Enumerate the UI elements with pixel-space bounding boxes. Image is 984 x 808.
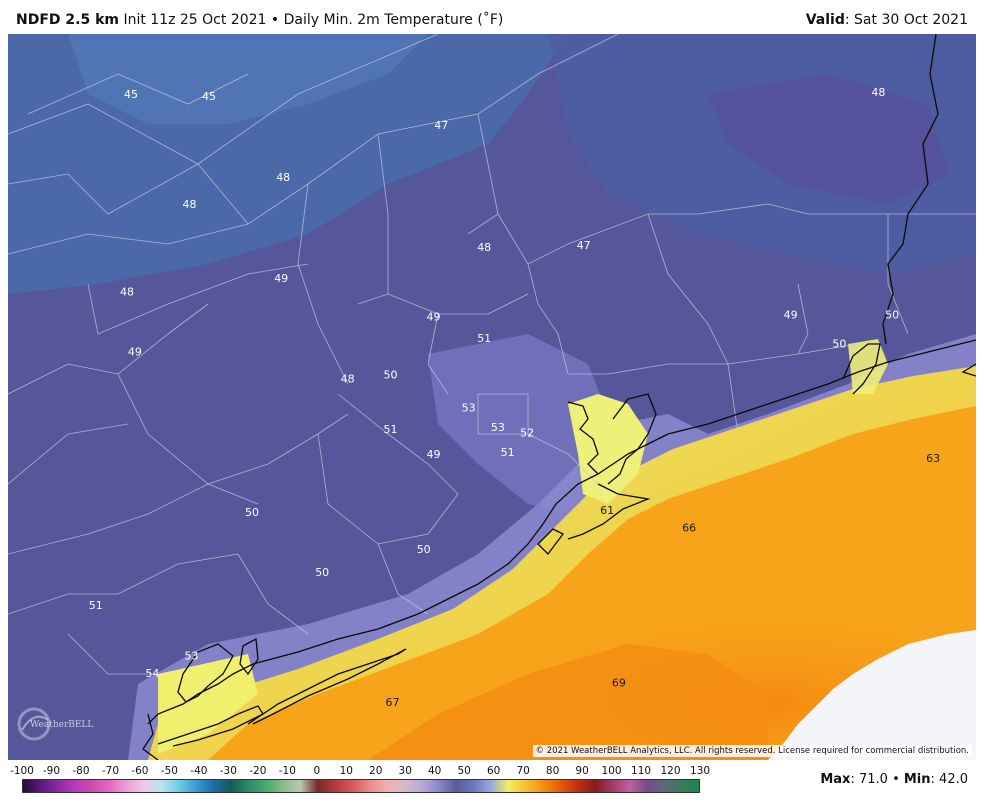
scale-tick-20: 100 (601, 765, 622, 777)
temperature-label-7: 47 (577, 239, 591, 252)
scale-tick-8: -20 (249, 765, 267, 777)
purple-patch-east (708, 74, 948, 204)
temperature-label-15: 50 (832, 338, 846, 351)
scale-tick-2: -80 (72, 765, 90, 777)
init-time: Init 11z 25 Oct 2021 (123, 12, 267, 28)
temperature-label-30: 51 (89, 599, 103, 612)
temperature-label-32: 54 (145, 667, 159, 680)
header-separator: • (270, 12, 280, 28)
temperature-label-18: 53 (462, 402, 476, 415)
max-min-readout: Max: 71.0 • Min: 42.0 (820, 772, 968, 787)
temperature-label-17: 50 (384, 369, 398, 382)
scale-tick-12: 20 (369, 765, 383, 777)
temperature-label-16: 48 (341, 373, 355, 386)
scale-tick-16: 60 (486, 765, 501, 777)
temperature-label-31: 53 (185, 649, 199, 662)
scale-tick-9: -10 (278, 765, 296, 777)
map-header: NDFD 2.5 km Init 11z 25 Oct 2021 • Daily… (0, 0, 984, 34)
scale-tick-11: 10 (339, 765, 353, 777)
temperature-label-8: 49 (274, 272, 288, 285)
scale-tick-4: -60 (131, 765, 149, 777)
temperature-label-29: 50 (315, 566, 329, 579)
temperature-map: 45 45 47 48 48 48 48 47 49 48 49 51 49 49 50 50 48 50 53 53… (8, 34, 976, 760)
coastline (142, 339, 976, 760)
copyright-notice: © 2021 WeatherBELL Analytics, LLC. All r… (532, 745, 972, 757)
temperature-label-12: 49 (128, 345, 142, 358)
temperature-label-33: 69 (612, 676, 626, 689)
temperature-label-23: 51 (501, 446, 515, 459)
max-label: Max (820, 772, 851, 787)
scale-tick-19: 90 (575, 765, 589, 777)
scale-tick-23: 130 (689, 765, 711, 777)
scale-tick-6: -40 (190, 765, 208, 777)
temperature-colorbar (22, 779, 700, 793)
no-data-area (768, 630, 976, 760)
temperature-label-1: 45 (202, 90, 216, 103)
scale-tick-3: -70 (101, 765, 119, 777)
north-coolest-zone (68, 34, 428, 124)
temperature-label-19: 53 (491, 421, 505, 434)
valid-label: Valid (805, 12, 845, 28)
header-title: NDFD 2.5 km Init 11z 25 Oct 2021 • Daily… (16, 12, 503, 28)
galveston-bay-yellow (568, 394, 648, 504)
max-value: : 71.0 (850, 772, 888, 787)
color-scale: -100 -90 -80 -70 -60 -50 -40 -30 -20 -10 0 10 20 30 40… (0, 762, 984, 808)
temperature-label-34: 67 (386, 696, 400, 709)
scale-tick-5: -50 (160, 765, 178, 777)
scale-tick-22: 120 (660, 765, 681, 777)
temperature-label-26: 66 (682, 522, 696, 535)
weatherbell-logo: WeatherBELL (12, 702, 102, 746)
map-canvas: 45 45 47 48 48 48 48 47 49 48 49 51 49 49 50 50 48 50 53 53… (8, 34, 976, 760)
scale-tick-1: -90 (42, 765, 61, 777)
temperature-label-5: 48 (183, 198, 197, 211)
field-name: Daily Min. 2m Temperature (˚F) (283, 12, 504, 28)
scale-tick-21: 110 (631, 765, 652, 777)
matagorda-bay-yellow (158, 654, 258, 754)
state-boundary (882, 34, 939, 345)
maxmin-separator: • (892, 772, 900, 787)
gulf-orange-core (368, 644, 768, 760)
scale-tick-labels: -100 -90 -80 -70 -60 -50 -40 -30 -20 -10 0 10 20 30 40… (0, 765, 984, 779)
temperature-label-0: 45 (124, 88, 138, 101)
temperature-label-21: 51 (384, 423, 398, 436)
urban-warm-zone (428, 334, 608, 514)
temperature-label-3: 48 (871, 86, 885, 99)
temperature-label-27: 50 (245, 506, 259, 519)
min-label: Min (903, 772, 931, 787)
temperature-label-2: 47 (434, 119, 448, 132)
temperature-label-9: 48 (120, 285, 134, 298)
temperature-label-6: 48 (477, 241, 491, 254)
coastal-yellow-band (148, 366, 976, 760)
temperature-label-22: 49 (427, 448, 441, 461)
temperature-label-13: 49 (784, 309, 798, 322)
min-value: : 42.0 (930, 772, 968, 787)
temperature-label-20: 52 (520, 427, 534, 440)
scale-tick-14: 40 (428, 765, 442, 777)
model-name: NDFD 2.5 km (16, 12, 119, 28)
county-boundaries (8, 34, 976, 675)
logo-text: WeatherBELL (30, 720, 93, 730)
scale-tick-13: 30 (398, 765, 412, 777)
scale-tick-17: 70 (516, 765, 530, 777)
scale-tick-10: 0 (313, 765, 321, 777)
temperature-label-4: 48 (276, 171, 290, 184)
temperature-label-28: 50 (417, 543, 431, 556)
scale-tick-0: -100 (10, 765, 34, 777)
temperature-labels: 45 45 47 48 48 48 48 47 49 48 49 51 49 49 50 50 48 50 53 53… (89, 86, 940, 709)
temperature-label-14: 50 (885, 309, 899, 322)
valid-value: : Sat 30 Oct 2021 (844, 12, 968, 28)
temperature-label-24: 63 (926, 452, 940, 465)
scale-tick-18: 80 (545, 765, 560, 777)
valid-time: Valid: Sat 30 Oct 2021 (806, 12, 968, 28)
scale-tick-15: 50 (457, 765, 471, 777)
scale-tick-7: -30 (219, 765, 237, 777)
temperature-label-10: 49 (427, 311, 441, 324)
temperature-label-25: 61 (600, 504, 614, 517)
temperature-label-11: 51 (477, 332, 491, 345)
